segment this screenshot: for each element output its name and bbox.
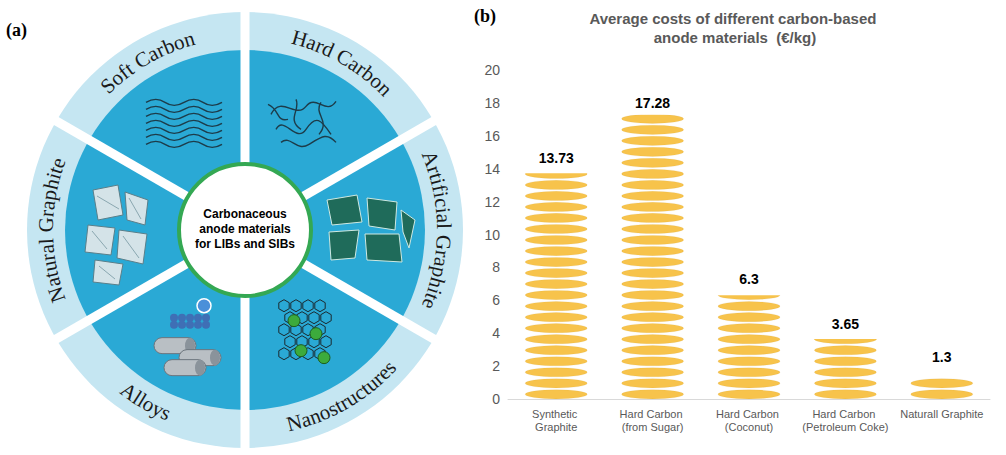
svg-text:16: 16 xyxy=(484,128,500,144)
svg-text:anode materials (€/kg): anode materials (€/kg) xyxy=(654,29,817,46)
svg-text:Nanostructures: Nanostructures xyxy=(284,356,401,437)
svg-text:Hard Carbon: Hard Carbon xyxy=(620,408,686,420)
svg-text:Soft Carbon: Soft Carbon xyxy=(96,26,198,98)
svg-text:Hard Carbon: Hard Carbon xyxy=(812,408,878,420)
svg-text:8: 8 xyxy=(492,259,500,275)
svg-text:(Coconut): (Coconut) xyxy=(725,421,773,433)
html-text:(a): (a) xyxy=(6,20,27,40)
svg-text:anode materials: anode materials xyxy=(199,222,291,236)
svg-text:12: 12 xyxy=(484,194,500,210)
html-text:(b): (b) xyxy=(474,6,496,26)
svg-text:2: 2 xyxy=(492,358,500,374)
svg-text:3.65: 3.65 xyxy=(832,316,859,332)
svg-text:for LIBs and SIBs: for LIBs and SIBs xyxy=(195,237,295,251)
svg-text:Artificial Graphite: Artificial Graphite xyxy=(417,147,456,313)
svg-text:17.28: 17.28 xyxy=(635,95,670,111)
svg-text:13.73: 13.73 xyxy=(539,150,574,166)
svg-text:Alloys: Alloys xyxy=(116,377,175,425)
svg-text:(from Sugar): (from Sugar) xyxy=(622,421,684,433)
svg-text:Carbonaceous: Carbonaceous xyxy=(203,207,287,221)
svg-text:Average costs of different car: Average costs of different carbon-based xyxy=(589,10,880,27)
svg-text:6.3: 6.3 xyxy=(739,271,759,287)
svg-text:(Petroleum Coke): (Petroleum Coke) xyxy=(802,421,888,433)
svg-text:Hard Carbon: Hard Carbon xyxy=(716,408,782,420)
svg-text:Naturall Graphite: Naturall Graphite xyxy=(900,408,983,420)
svg-text:Synthetic: Synthetic xyxy=(532,408,580,420)
svg-text:18: 18 xyxy=(484,95,500,111)
svg-text:6: 6 xyxy=(492,292,500,308)
svg-text:1.3: 1.3 xyxy=(932,349,952,365)
svg-text:0: 0 xyxy=(492,391,500,407)
svg-text:4: 4 xyxy=(492,325,500,341)
svg-text:Graphite: Graphite xyxy=(535,421,577,433)
svg-text:10: 10 xyxy=(484,227,500,243)
svg-text:20: 20 xyxy=(484,62,500,78)
svg-text:Hard Carbon: Hard Carbon xyxy=(289,25,397,101)
svg-text:14: 14 xyxy=(484,161,500,177)
svg-text:Natural Graphite: Natural Graphite xyxy=(34,154,71,305)
